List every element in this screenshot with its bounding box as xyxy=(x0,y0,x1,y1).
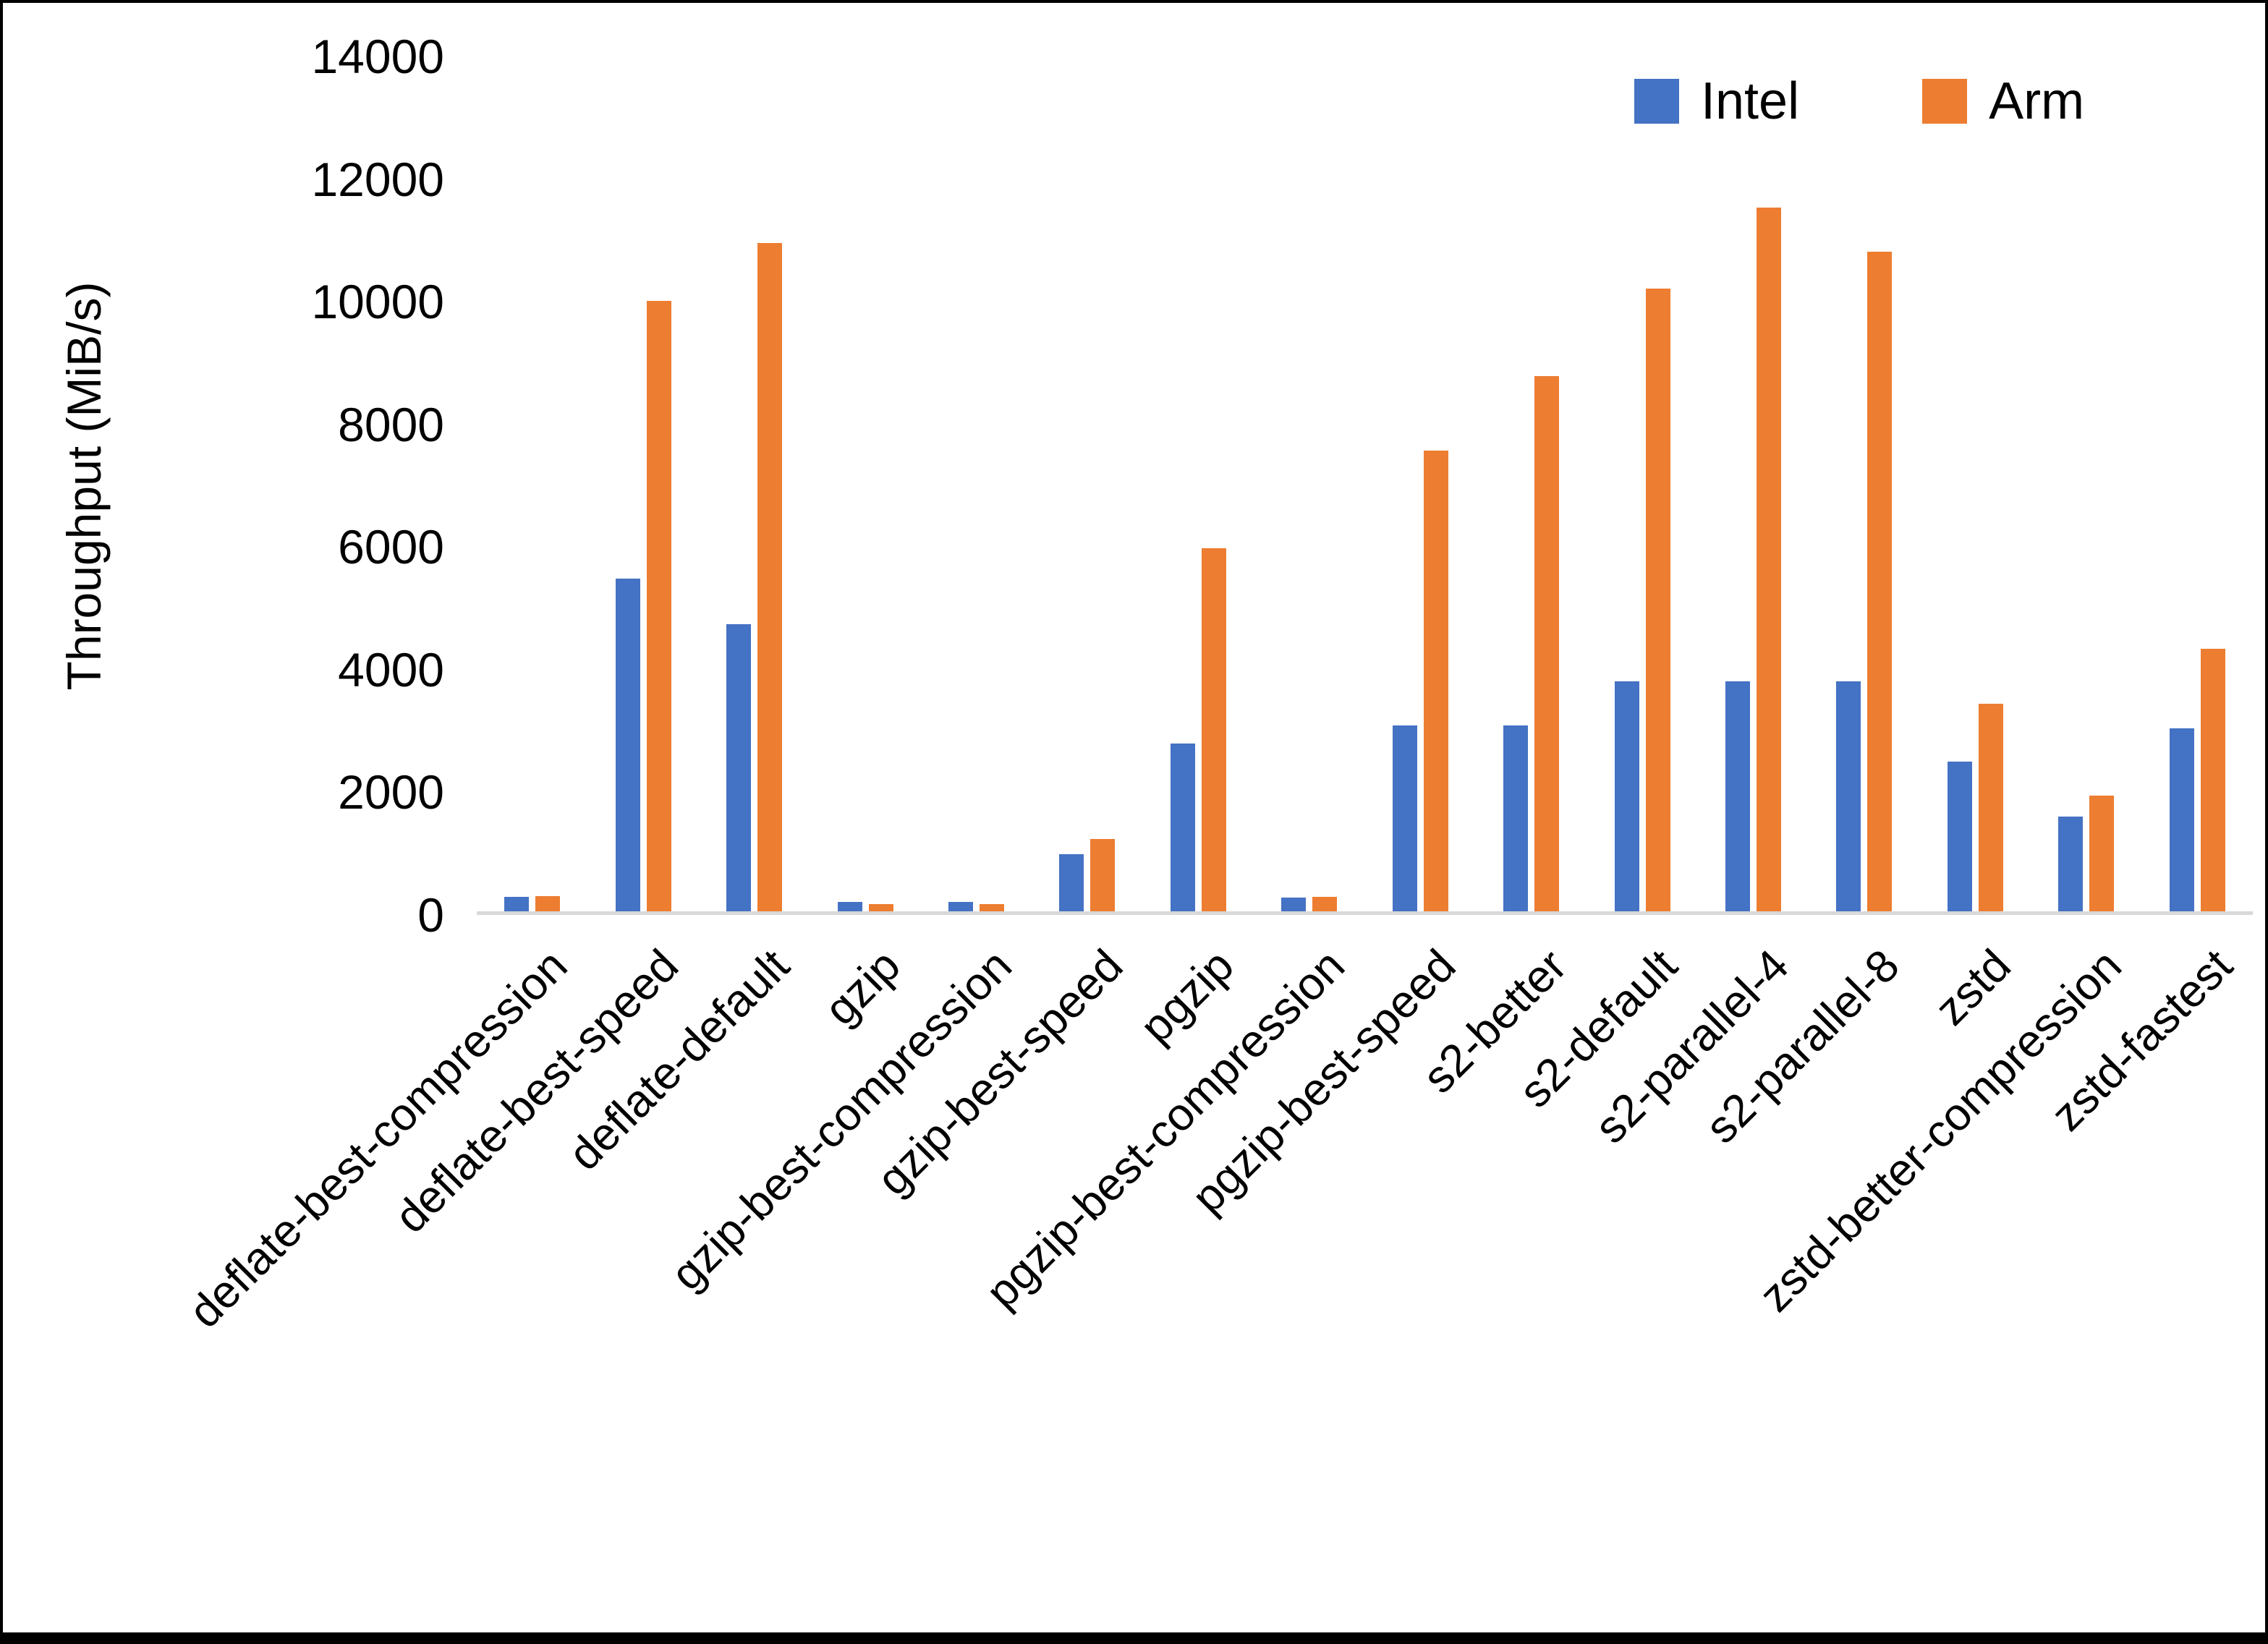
bar-group-zstd xyxy=(1920,56,2031,911)
y-tick-label: 14000 xyxy=(311,30,444,83)
bar-group-deflate-best-speed xyxy=(587,56,698,911)
bar-arm-deflate-best-compression xyxy=(535,895,561,911)
legend-label-intel: Intel xyxy=(1701,72,1800,130)
bar-intel-deflate-best-compression xyxy=(504,896,530,911)
bar-intel-zstd-better-compression xyxy=(2058,817,2084,911)
y-tick-label: 12000 xyxy=(311,152,444,206)
y-tick-label: 2000 xyxy=(338,765,444,819)
bar-arm-deflate-best-speed xyxy=(646,300,671,911)
legend-swatch-intel xyxy=(1634,79,1679,124)
bar-arm-zstd-fastest xyxy=(2200,648,2225,911)
bar-intel-deflate-best-speed xyxy=(615,578,640,911)
bar-group-zstd-better-compression xyxy=(2031,56,2141,911)
bar-arm-pgzip xyxy=(1201,548,1226,911)
bar-arm-s2-parallel-4 xyxy=(1757,207,1782,911)
bar-intel-pgzip xyxy=(1170,743,1195,911)
y-axis-title: Throughput (MiB/s) xyxy=(57,281,111,690)
bar-group-pgzip-best-compression xyxy=(1254,56,1364,911)
bar-intel-zstd xyxy=(1947,762,1972,911)
bar-intel-zstd-fastest xyxy=(2169,728,2194,911)
bar-group-pgzip-best-speed xyxy=(1365,56,1476,911)
bar-arm-s2-parallel-8 xyxy=(1867,252,1893,911)
y-tick-label: 6000 xyxy=(338,520,444,574)
bar-group-gzip-best-speed xyxy=(1032,56,1142,911)
y-tick-label: 10000 xyxy=(311,275,444,329)
bar-group-s2-default xyxy=(1587,56,1697,911)
bar-arm-zstd xyxy=(1978,703,2003,911)
y-tick-label: 8000 xyxy=(338,397,444,451)
bar-arm-deflate-default xyxy=(757,242,783,911)
bar-group-s2-better xyxy=(1476,56,1587,911)
legend: Intel Arm xyxy=(1634,75,2084,127)
bar-group-deflate-default xyxy=(699,56,810,911)
bar-arm-gzip-best-speed xyxy=(1090,839,1116,911)
bar-arm-pgzip-best-speed xyxy=(1423,450,1448,911)
legend-swatch-arm xyxy=(1922,79,1968,124)
y-tick-label: 0 xyxy=(417,888,444,942)
legend-item-arm: Arm xyxy=(1922,75,2084,127)
x-category-label-zstd: zstd xyxy=(1925,940,2021,1035)
bar-intel-s2-parallel-8 xyxy=(1836,681,1861,911)
bar-arm-pgzip-best-compression xyxy=(1312,896,1338,911)
bar-group-s2-parallel-4 xyxy=(1698,56,1809,911)
bar-group-s2-parallel-8 xyxy=(1809,56,1919,911)
bar-group-gzip-best-compression xyxy=(921,56,1032,911)
bar-intel-gzip-best-compression xyxy=(948,902,973,911)
bar-intel-gzip-best-speed xyxy=(1059,854,1084,911)
bar-arm-gzip-best-compression xyxy=(979,903,1004,911)
bar-group-deflate-best-compression xyxy=(477,56,587,911)
bar-arm-gzip xyxy=(868,903,893,911)
y-tick-label: 4000 xyxy=(338,642,444,697)
bar-group-zstd-fastest xyxy=(2142,56,2253,911)
legend-item-intel: Intel xyxy=(1634,75,1799,127)
bar-intel-s2-parallel-4 xyxy=(1725,681,1751,911)
bar-intel-pgzip-best-speed xyxy=(1392,725,1417,911)
bar-group-pgzip xyxy=(1143,56,1254,911)
bar-group-gzip xyxy=(810,56,920,911)
bar-intel-deflate-default xyxy=(726,624,752,911)
bar-intel-s2-default xyxy=(1614,681,1639,911)
x-category-label-gzip: gzip xyxy=(815,940,911,1035)
bar-intel-pgzip-best-compression xyxy=(1281,897,1307,911)
legend-label-arm: Arm xyxy=(1989,72,2085,130)
bar-arm-s2-default xyxy=(1645,288,1670,911)
bar-arm-zstd-better-compression xyxy=(2089,795,2115,911)
bar-intel-s2-better xyxy=(1503,725,1529,911)
plot-area xyxy=(477,56,2253,915)
bar-arm-s2-better xyxy=(1534,375,1560,911)
bar-intel-gzip xyxy=(837,902,862,911)
